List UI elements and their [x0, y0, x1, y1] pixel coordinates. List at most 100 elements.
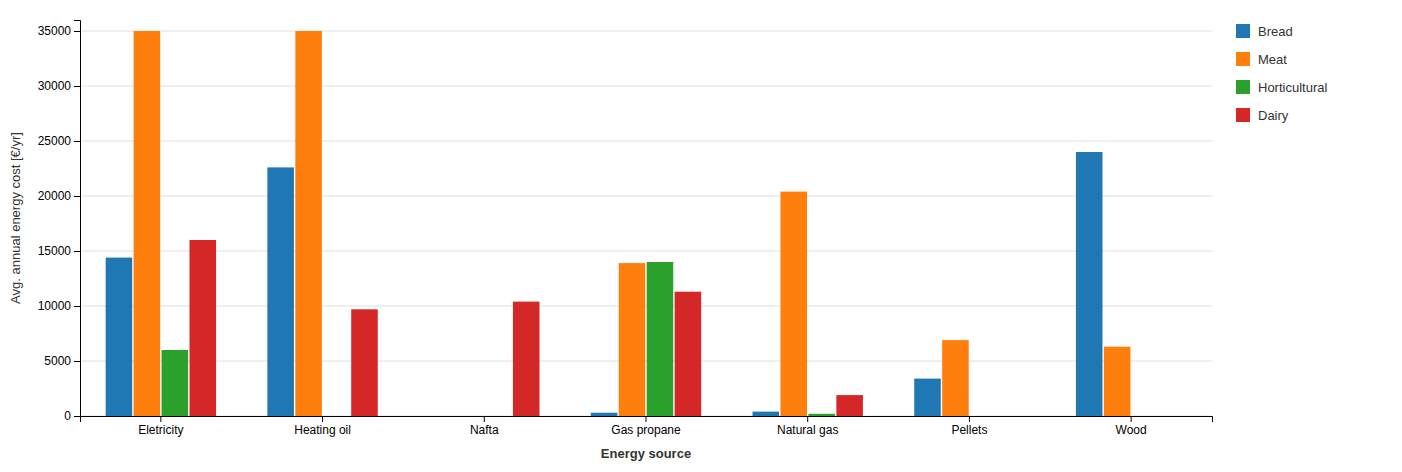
legend-item: Meat: [1236, 52, 1287, 67]
y-tick-mark: [74, 361, 80, 362]
bar: [914, 379, 941, 416]
legend-swatch: [1236, 24, 1250, 38]
bar: [457, 416, 484, 417]
bar: [134, 31, 161, 416]
legend-swatch: [1236, 52, 1250, 66]
bar: [190, 240, 217, 416]
y-axis-title: Avg. annual energy cost [€/yr]: [8, 132, 23, 304]
bar: [998, 416, 1025, 417]
bar: [1076, 152, 1103, 416]
y-tick: 30000: [38, 79, 80, 93]
bar-series: [190, 240, 863, 416]
bar: [162, 350, 189, 416]
legend-item: Bread: [1236, 24, 1293, 39]
y-tick-mark: [74, 416, 80, 417]
y-tick-mark: [74, 31, 80, 32]
chart: Eletricity Heating oil Nafta Gas propane Nat…: [0, 0, 1402, 472]
y-tick: 10000: [38, 299, 80, 313]
legend-swatch: [1236, 108, 1250, 122]
bar: [675, 292, 702, 416]
grid-line: [80, 31, 1212, 32]
x-tick-mark: [969, 416, 970, 422]
y-tick-label: 30000: [38, 79, 72, 93]
y-tick-label: 25000: [38, 134, 72, 148]
x-tick: Wood: [1116, 416, 1147, 437]
bar: [295, 31, 322, 416]
y-tick: 0: [64, 409, 80, 423]
y-tick-label: 35000: [38, 24, 72, 38]
legend-item: Horticultural: [1236, 80, 1327, 95]
grid: [80, 31, 1212, 416]
x-tick-label: Wood: [1116, 423, 1147, 437]
bar-series: [106, 152, 1103, 416]
bar: [513, 302, 540, 416]
y-tick: 25000: [38, 134, 80, 148]
x-tick-mark: [807, 416, 808, 422]
x-tick-label: Gas propane: [611, 423, 681, 437]
y-axis-line: [74, 21, 81, 417]
bar: [591, 413, 618, 416]
legend-swatch: [1236, 80, 1250, 94]
x-axis: Eletricity Heating oil Nafta Gas propane Nat…: [81, 416, 1213, 437]
bar: [619, 263, 646, 416]
x-tick: Nafta: [470, 416, 499, 437]
bar: [1104, 347, 1131, 416]
bar: [323, 416, 350, 417]
legend-label: Bread: [1258, 24, 1293, 39]
x-tick-label: Natural gas: [777, 423, 838, 437]
y-tick: 15000: [38, 244, 80, 258]
bar: [1132, 416, 1159, 417]
y-tick: 5000: [44, 354, 80, 368]
x-tick-label: Pellets: [951, 423, 987, 437]
bar: [351, 309, 378, 416]
bar-series: [134, 31, 1131, 416]
grid-line: [80, 86, 1212, 87]
bars: [106, 31, 1131, 416]
x-tick-label: Heating oil: [294, 423, 351, 437]
y-tick-mark: [74, 251, 80, 252]
bar: [485, 416, 512, 417]
x-tick: Eletricity: [138, 416, 183, 437]
y-tick-mark: [74, 306, 80, 307]
y-tick-mark: [74, 86, 80, 87]
y-tick-label: 15000: [38, 244, 72, 258]
y-tick-mark: [74, 141, 80, 142]
x-axis-title: Energy source: [601, 446, 691, 461]
x-tick-mark: [160, 416, 161, 422]
grid-line: [80, 306, 1212, 307]
x-tick-mark: [322, 416, 323, 422]
legend-label: Meat: [1258, 52, 1287, 67]
bar: [267, 167, 294, 416]
plot: Eletricity Heating oil Nafta Gas propane Nat…: [38, 21, 1213, 437]
y-tick-label: 0: [64, 409, 71, 423]
bar-series: [162, 262, 835, 416]
grid-line: [80, 361, 1212, 362]
y-axis: 0 5000 10000 15000 20000 25000 30000 35000: [38, 21, 81, 424]
y-tick: 20000: [38, 189, 80, 203]
legend-label: Dairy: [1258, 108, 1289, 123]
bar: [1160, 416, 1187, 417]
bar: [836, 395, 863, 416]
x-tick-mark: [484, 416, 485, 422]
x-tick-label: Eletricity: [138, 423, 183, 437]
grid-line: [80, 196, 1212, 197]
legend: Bread Meat Horticultural Dairy: [1236, 24, 1327, 123]
bar: [647, 262, 674, 416]
y-tick-mark: [74, 196, 80, 197]
bar: [753, 412, 780, 416]
bar: [808, 414, 835, 416]
x-tick: Pellets: [951, 416, 987, 437]
y-tick-label: 5000: [44, 354, 71, 368]
legend-label: Horticultural: [1258, 80, 1327, 95]
bar: [970, 416, 997, 417]
bar: [942, 340, 969, 416]
grid-line: [80, 251, 1212, 252]
x-tick: Gas propane: [611, 416, 681, 437]
x-tick-mark: [1131, 416, 1132, 422]
grid-line: [80, 141, 1212, 142]
x-tick: Heating oil: [294, 416, 351, 437]
bar: [780, 192, 807, 416]
y-tick-label: 10000: [38, 299, 72, 313]
x-tick: Natural gas: [777, 416, 838, 437]
bar: [429, 416, 456, 417]
